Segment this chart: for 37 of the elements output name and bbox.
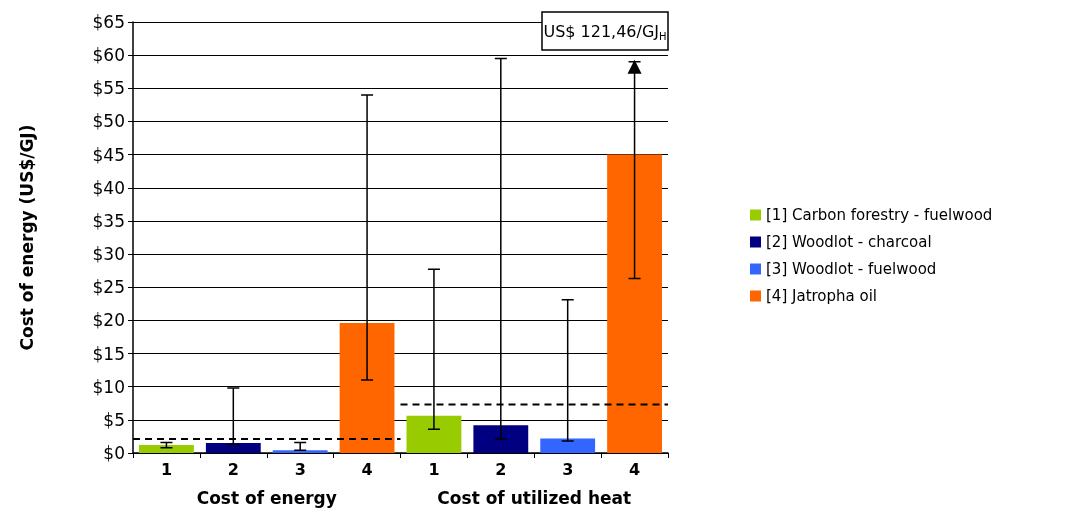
text: Cost of utilized heat: [437, 487, 632, 508]
x-tick-label: 1: [428, 459, 440, 479]
bar: [139, 445, 194, 453]
x-tick-label: 4: [361, 459, 373, 479]
legend-label: [1] Carbon forestry - fuelwood: [766, 206, 993, 224]
legend-label: [2] Woodlot - charcoal: [766, 233, 932, 251]
bar: [406, 415, 462, 453]
bar: [272, 450, 328, 453]
y-tick-label: $55: [92, 78, 125, 99]
bar: [473, 425, 529, 453]
y-tick-label: $65: [92, 12, 125, 32]
y-tick-label: $20: [92, 310, 125, 331]
bar: [607, 154, 662, 453]
x-tick-label: 3: [562, 459, 574, 479]
bar: [540, 438, 596, 453]
y-tick-label: $50: [92, 111, 125, 132]
x-tick-label: 2: [495, 459, 507, 479]
bar: [339, 323, 395, 453]
y-axis-title: Cost of energy (US$/GJ): [16, 124, 37, 351]
y-tick-label: $15: [92, 343, 125, 364]
legend-label: [3] Woodlot - fuelwood: [766, 260, 937, 278]
y-tick-label: $25: [92, 277, 125, 298]
y-tick-label: $10: [92, 376, 125, 397]
x-tick-label: 2: [227, 459, 239, 479]
y-tick-label: $60: [92, 45, 125, 66]
y-tick-label: $5: [103, 409, 125, 430]
bar: [205, 443, 261, 453]
x-tick-label: 3: [294, 459, 306, 479]
y-tick-label: $45: [92, 144, 125, 165]
text: Cost of energy: [196, 487, 337, 508]
x-tick-label: 4: [628, 459, 641, 479]
y-tick-label: $0: [103, 443, 125, 463]
y-tick-label: $35: [92, 210, 125, 231]
y-tick-label: $40: [92, 177, 125, 198]
y-tick-label: $30: [92, 244, 125, 265]
x-tick-label: 1: [160, 459, 173, 479]
legend-label: [4] Jatropha oil: [766, 287, 878, 305]
